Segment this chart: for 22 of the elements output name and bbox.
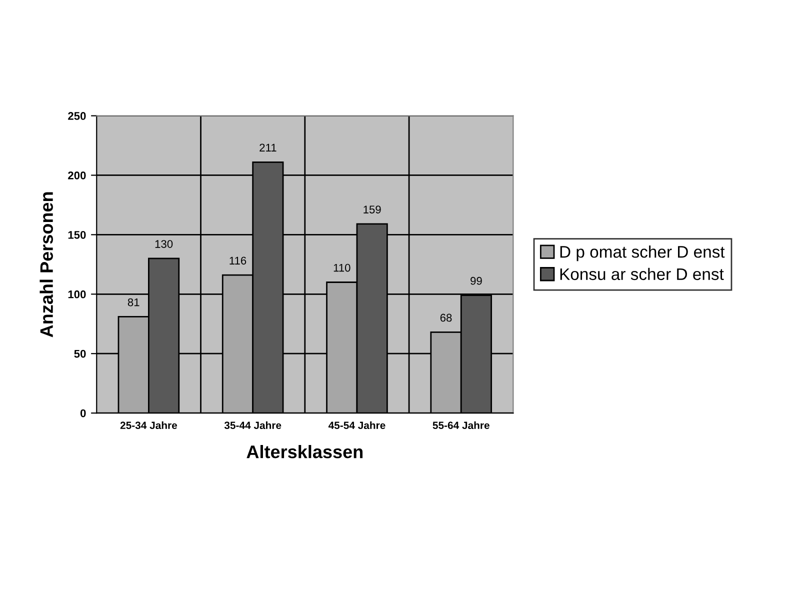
data-label: 81 (128, 298, 140, 306)
y-tick-label: 150 (68, 230, 86, 239)
legend-label: D p omat scher D enst (560, 246, 725, 262)
data-label: 99 (470, 276, 482, 285)
x-tick-label: 25-34 Jahre (120, 421, 178, 430)
data-label: 159 (364, 206, 381, 214)
data-label: 68 (440, 314, 452, 322)
data-label: 211 (260, 144, 276, 152)
y-tick-label: 100 (68, 290, 86, 298)
data-label: 116 (230, 256, 246, 265)
y-tick-label: 200 (68, 172, 86, 180)
x-axis-title: Altersklassen (246, 444, 363, 458)
y-tick-label: 250 (68, 112, 86, 120)
x-tick-label: 45-54 Jahre (328, 421, 386, 430)
data-label: 130 (155, 240, 173, 248)
x-tick-label: 35-44 Jahre (224, 421, 282, 430)
data-label: 110 (334, 264, 350, 272)
y-axis-title: Anzahl Personen (40, 192, 53, 338)
legend-label: Konsu ar scher D enst (560, 268, 724, 280)
y-tick-label: 50 (74, 350, 86, 358)
y-tick-label: 0 (80, 409, 86, 418)
x-tick-label: 55-64 Jahre (432, 421, 490, 430)
